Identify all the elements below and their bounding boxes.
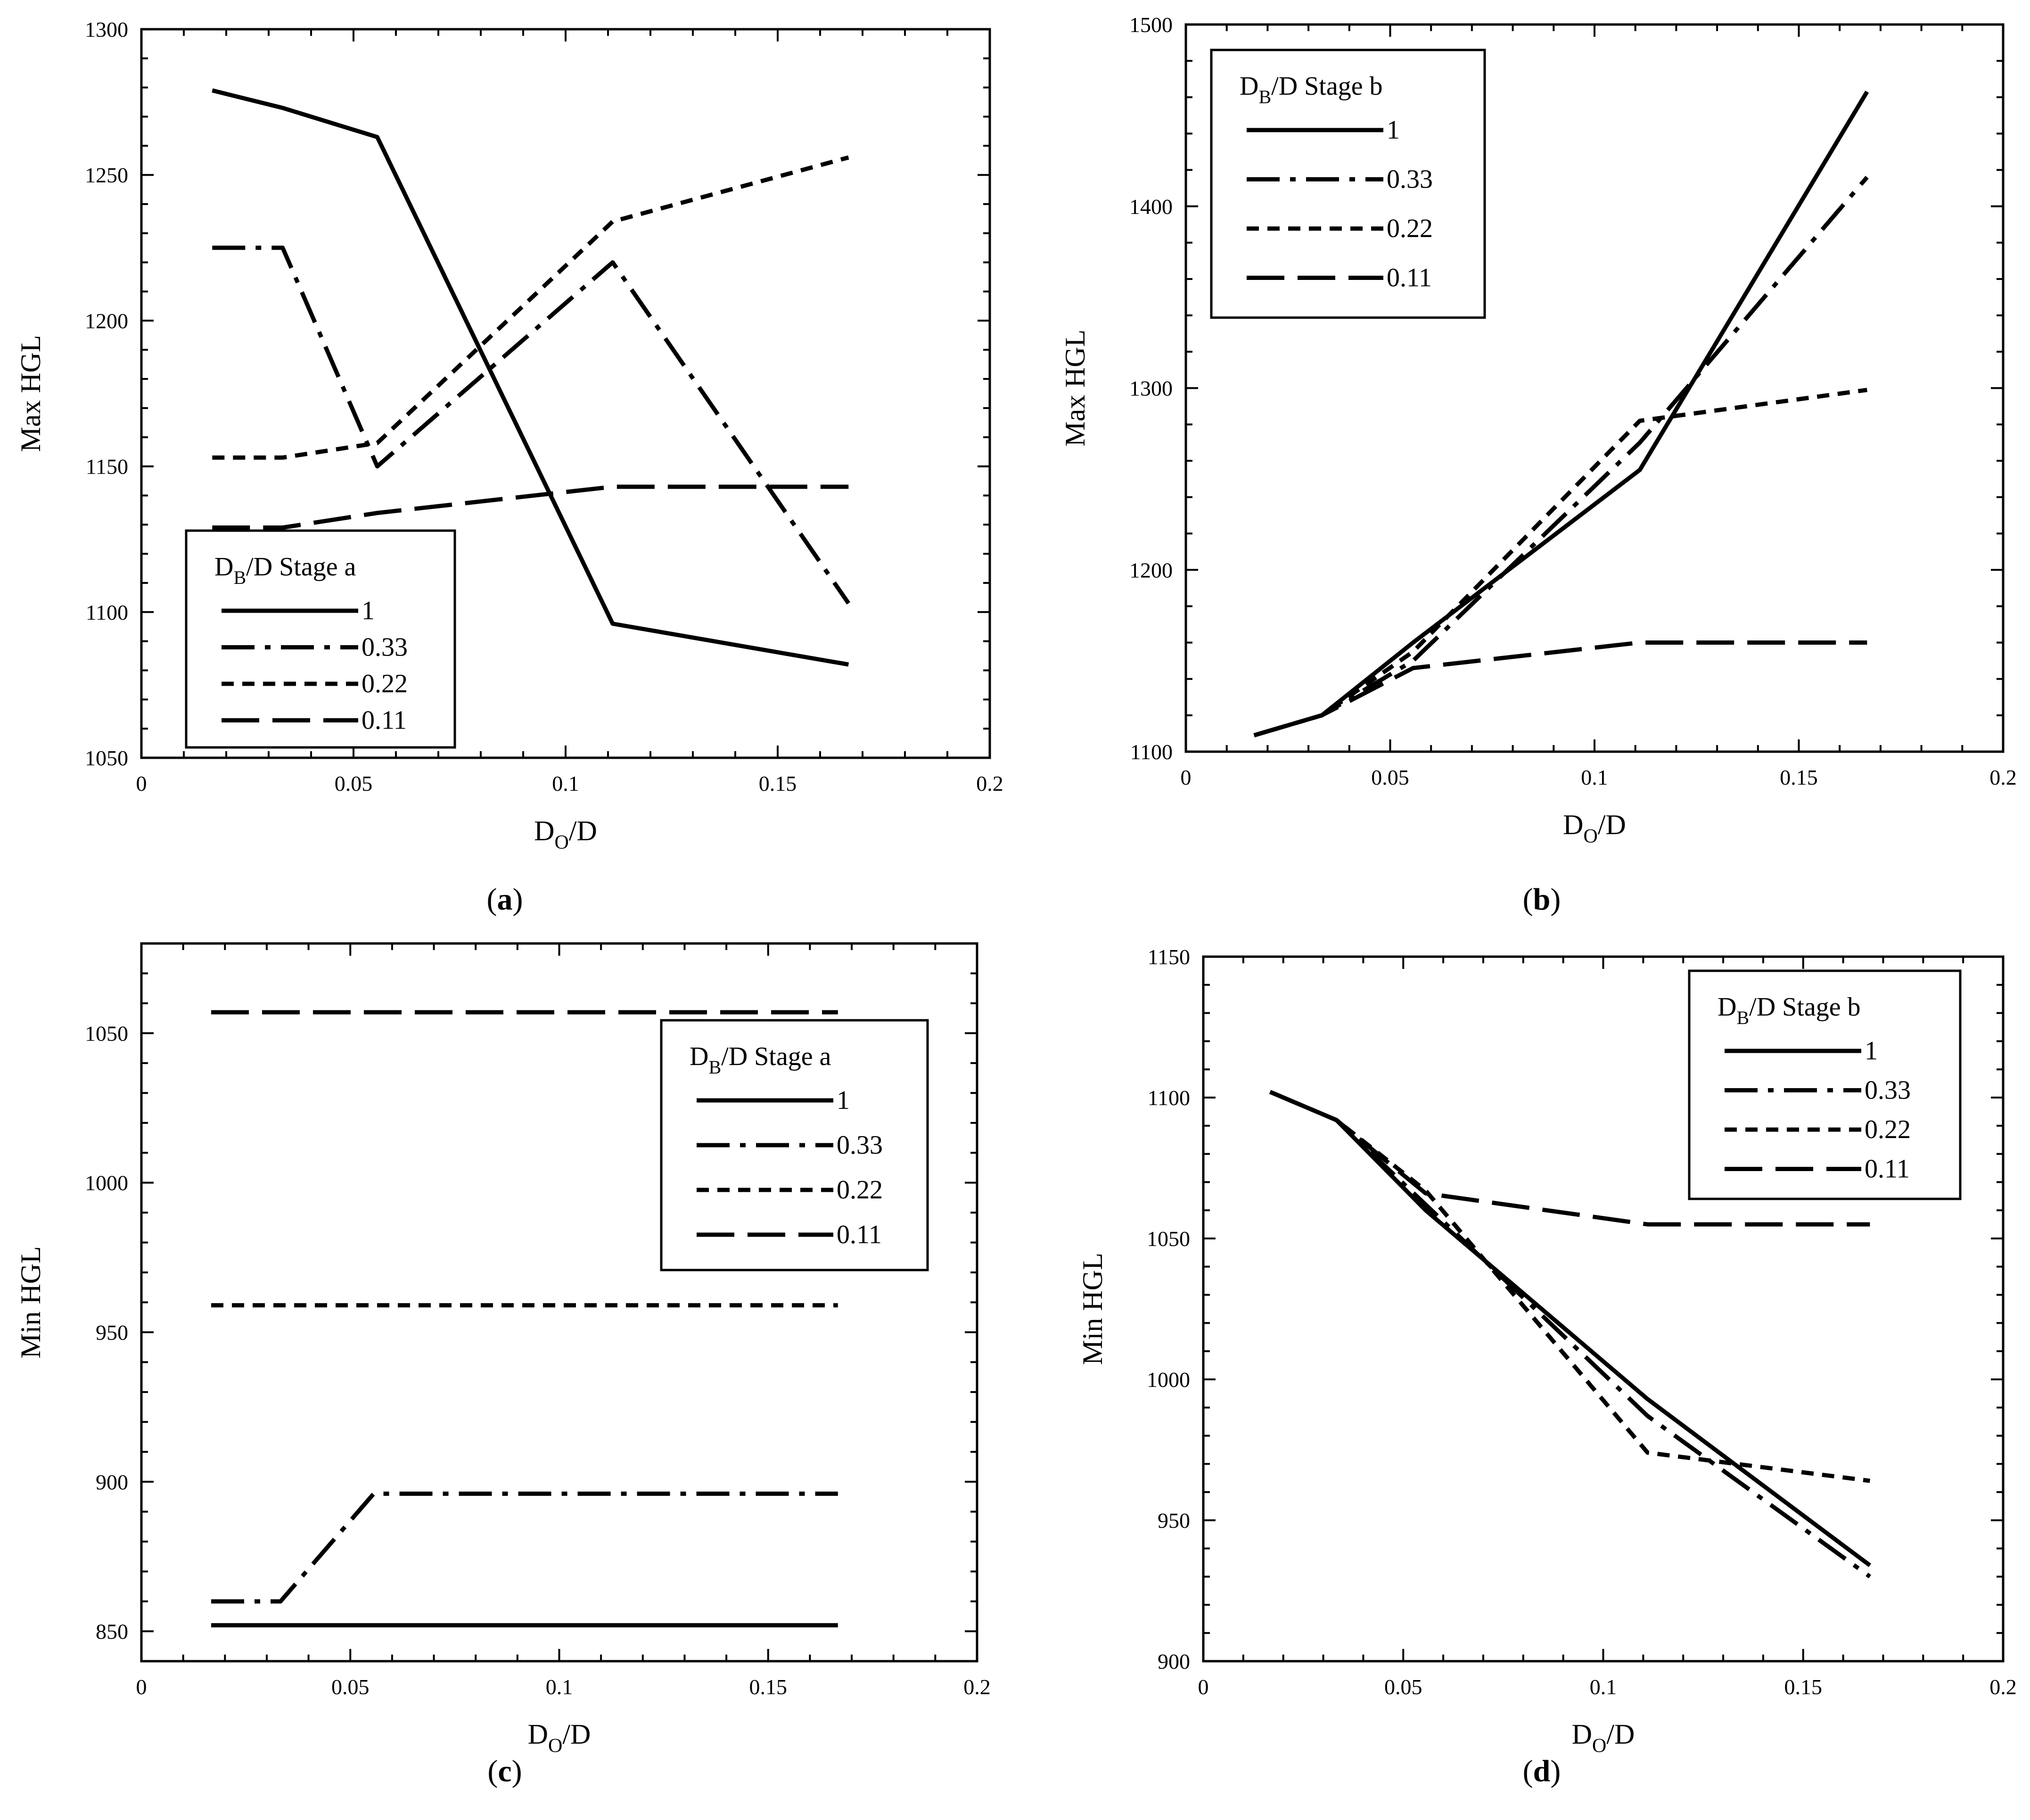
- legend-label: 0.11: [1865, 1155, 1910, 1184]
- panel-label: (a): [487, 882, 523, 917]
- legend-box: [1688, 969, 1962, 1200]
- legend-title: DB/D Stage a: [690, 1042, 831, 1078]
- legend-title: DB/D Stage b: [1718, 992, 1861, 1028]
- y-tick-label: 950: [96, 1320, 128, 1345]
- x-axis-title: DO/D: [1572, 1719, 1635, 1757]
- legend-box: [185, 529, 456, 749]
- series-line-0_11: [212, 484, 849, 530]
- legend-label: 0.33: [362, 633, 408, 662]
- x-tick-label: 0.05: [335, 771, 373, 795]
- x-tick-label: 0.2: [976, 771, 1003, 795]
- y-tick-label: 1050: [1147, 1227, 1190, 1251]
- legend-label: 0.11: [362, 706, 407, 735]
- legend-label: 0.33: [1865, 1076, 1911, 1105]
- series-line-0_22: [1269, 1090, 1870, 1483]
- legend: DB/D Stage a1 0.33 0.22 0.11: [185, 529, 456, 749]
- x-tick-label: 0.15: [749, 1675, 788, 1699]
- legend-label: 1: [1387, 115, 1400, 145]
- x-tick-label: 0.1: [1590, 1675, 1617, 1699]
- x-tick-label: 0.2: [1989, 1675, 2017, 1699]
- y-tick-label: 850: [96, 1620, 128, 1644]
- chart-panel-c: 0 0.05 0.1 0.15 0.2 850 900 950 1000 1050 DO/D Min …: [15, 942, 991, 1788]
- y-tick-label: 1250: [85, 163, 128, 187]
- y-tick-label: 950: [1158, 1508, 1190, 1533]
- legend-label: 1: [1865, 1036, 1878, 1066]
- chart-panel-a: 0 0.05 0.1 0.15 0.2 1050 1100 1150 1200 1250 1300 D…: [15, 17, 1003, 917]
- y-tick-label: 1400: [1129, 195, 1173, 219]
- x-tick-label: 0: [136, 1675, 147, 1699]
- x-tick-label: 0: [1181, 765, 1192, 789]
- panel-label: (c): [487, 1754, 522, 1788]
- legend-label: 1: [837, 1086, 850, 1115]
- y-tick-label: 1100: [86, 600, 128, 624]
- x-tick-label: 0.15: [1780, 765, 1818, 789]
- x-axis-title: DO/D: [528, 1719, 591, 1757]
- legend-label: 0.22: [1865, 1115, 1911, 1144]
- x-tick-label: 0.2: [963, 1675, 991, 1699]
- series-line-0_11: [1253, 640, 1867, 738]
- legend-box: [1210, 49, 1486, 319]
- y-tick-label: 900: [1158, 1649, 1190, 1673]
- legend: DB/D Stage b1 0.33 0.22 0.11: [1688, 969, 1962, 1200]
- panel-label: (d): [1523, 1754, 1561, 1788]
- x-tick-label: 0.15: [1784, 1675, 1823, 1699]
- x-tick-label: 0.05: [331, 1675, 370, 1699]
- y-tick-label: 1000: [1147, 1368, 1190, 1392]
- panel-label: (b): [1523, 882, 1561, 917]
- legend-label: 0.22: [362, 669, 408, 698]
- y-tick-label: 1300: [1129, 377, 1173, 401]
- chart-panel-d: 0 0.05 0.1 0.15 0.2 900 950 1000 1050 1100 1150 DO/…: [1077, 945, 2017, 1788]
- legend-label: 1: [362, 596, 375, 625]
- y-tick-label: 1050: [85, 1021, 128, 1045]
- x-tick-label: 0.2: [1989, 765, 2017, 789]
- x-tick-label: 0.15: [759, 771, 797, 795]
- y-tick-label: 1000: [85, 1171, 128, 1195]
- x-tick-label: 0.1: [1581, 765, 1608, 789]
- y-tick-label: 1200: [1129, 558, 1173, 582]
- series-line-0_33: [211, 1492, 838, 1604]
- y-tick-label: 1100: [1130, 740, 1173, 764]
- legend: DB/D Stage b1 0.33 0.22 0.11: [1210, 49, 1486, 319]
- legend-title: DB/D Stage b: [1240, 72, 1383, 107]
- y-axis-title: Max HGL: [15, 335, 46, 452]
- y-tick-label: 1200: [85, 309, 128, 333]
- y-tick-label: 1500: [1129, 13, 1173, 37]
- chart-panel-b: 0 0.05 0.1 0.15 0.2 1100 1200 1300 1400 1500 DO/D M…: [1060, 13, 2017, 917]
- x-tick-label: 0: [136, 771, 147, 795]
- y-tick-label: 1300: [85, 17, 128, 41]
- x-axis-title: DO/D: [534, 815, 597, 853]
- legend-label: 0.11: [1387, 263, 1432, 293]
- legend-label: 0.33: [1387, 165, 1433, 194]
- legend-title: DB/D Stage a: [214, 552, 356, 588]
- y-axis-title: Max HGL: [1060, 329, 1091, 446]
- x-tick-label: 0.1: [552, 771, 579, 795]
- legend-label: 0.22: [837, 1175, 883, 1205]
- x-tick-label: 0: [1198, 1675, 1209, 1699]
- series-line-0_33: [212, 246, 851, 605]
- x-tick-label: 0.1: [546, 1675, 573, 1699]
- y-axis-title: Min HGL: [15, 1246, 46, 1358]
- y-tick-label: 1050: [85, 746, 128, 770]
- series-line-0_22: [212, 155, 849, 460]
- y-axis-title: Min HGL: [1077, 1253, 1108, 1365]
- x-axis-title: DO/D: [1563, 809, 1626, 847]
- y-tick-label: 1150: [86, 455, 128, 479]
- y-tick-label: 1100: [1148, 1086, 1190, 1110]
- x-tick-label: 0.05: [1384, 1675, 1422, 1699]
- y-tick-label: 1150: [1148, 945, 1190, 969]
- series-line-0_11: [1269, 1090, 1870, 1227]
- legend: DB/D Stage a1 0.33 0.22 0.11: [660, 1019, 929, 1271]
- x-tick-label: 0.05: [1371, 765, 1409, 789]
- legend-label: 0.33: [837, 1131, 883, 1160]
- legend-label: 0.11: [837, 1220, 882, 1249]
- series-line-0_22: [1253, 387, 1867, 738]
- series-line-1: [212, 88, 849, 667]
- legend-label: 0.22: [1387, 214, 1433, 243]
- y-tick-label: 900: [96, 1470, 128, 1494]
